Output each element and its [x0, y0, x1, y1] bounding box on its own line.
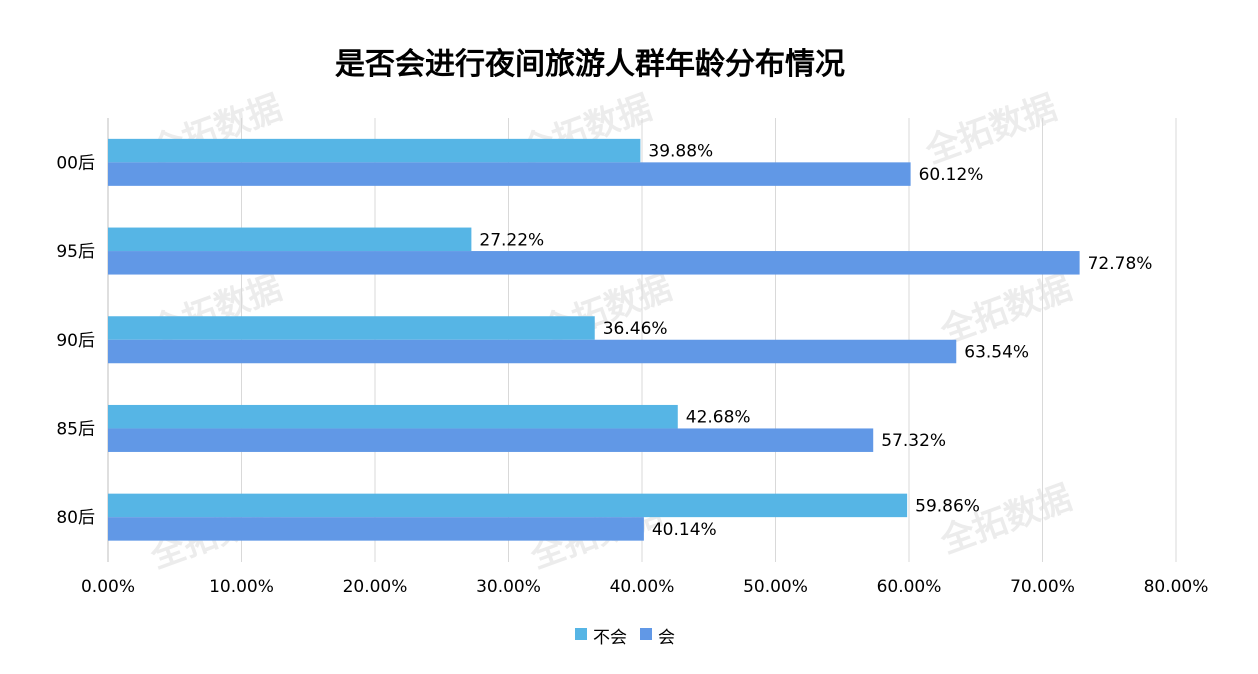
x-tick-label: 20.00% [343, 577, 408, 597]
x-tick-label: 50.00% [743, 577, 808, 597]
legend-swatch-will [640, 628, 652, 640]
data-label: 36.46% [603, 319, 668, 339]
data-label: 27.22% [479, 230, 544, 250]
bar-not-will [108, 316, 595, 340]
data-label: 60.12% [919, 165, 984, 185]
category-label: 95后 [56, 242, 95, 262]
watermark: 全拓数据 [935, 268, 1077, 352]
watermark: 全拓数据 [935, 478, 1077, 562]
bar-not-will [108, 404, 678, 429]
watermark: 全拓数据 [920, 88, 1062, 172]
category-label: 80后 [56, 508, 95, 528]
bar-will [108, 339, 957, 364]
legend-label-will: 会 [658, 628, 675, 648]
legend-label-not-will: 不会 [593, 628, 627, 648]
x-tick-label: 70.00% [1010, 577, 1075, 597]
bar-not-will [108, 138, 641, 163]
chart-title: 是否会进行夜间旅游人群年龄分布情况 [335, 47, 845, 82]
category-label: 85后 [56, 419, 95, 439]
bar-will [108, 251, 1080, 275]
x-tick-label: 60.00% [877, 577, 942, 597]
x-tick-label: 40.00% [610, 577, 675, 597]
bars: 39.88% 60.12% 27.22% 72.78% 36.46% 63.54% 42.6… [108, 138, 1153, 541]
data-label: 39.88% [648, 142, 713, 162]
category-label: 90后 [56, 331, 95, 351]
data-label: 42.68% [686, 408, 751, 428]
data-label: 72.78% [1088, 254, 1153, 274]
legend: 不会 会 [575, 628, 675, 648]
x-tick-label: 30.00% [476, 577, 541, 597]
data-label: 40.14% [652, 520, 717, 540]
x-tick-labels: 0.00% 10.00% 20.00% 30.00% 40.00% 50.00% 60.00… [81, 577, 1208, 597]
data-label: 63.54% [964, 343, 1029, 363]
legend-swatch-not-will [575, 628, 587, 640]
category-labels: 00后 95后 90后 85后 80后 [56, 153, 95, 528]
x-tick-label: 10.00% [209, 577, 274, 597]
bar-not-will [108, 493, 908, 518]
bar-will [108, 162, 911, 186]
category-label: 00后 [56, 153, 95, 173]
x-tick-label: 80.00% [1144, 577, 1209, 597]
bar-will [108, 428, 874, 452]
data-label: 57.32% [881, 431, 946, 451]
bar-not-will [108, 227, 472, 252]
data-label: 59.86% [915, 496, 980, 516]
x-tick-label: 0.00% [81, 577, 135, 597]
bar-will [108, 517, 644, 541]
